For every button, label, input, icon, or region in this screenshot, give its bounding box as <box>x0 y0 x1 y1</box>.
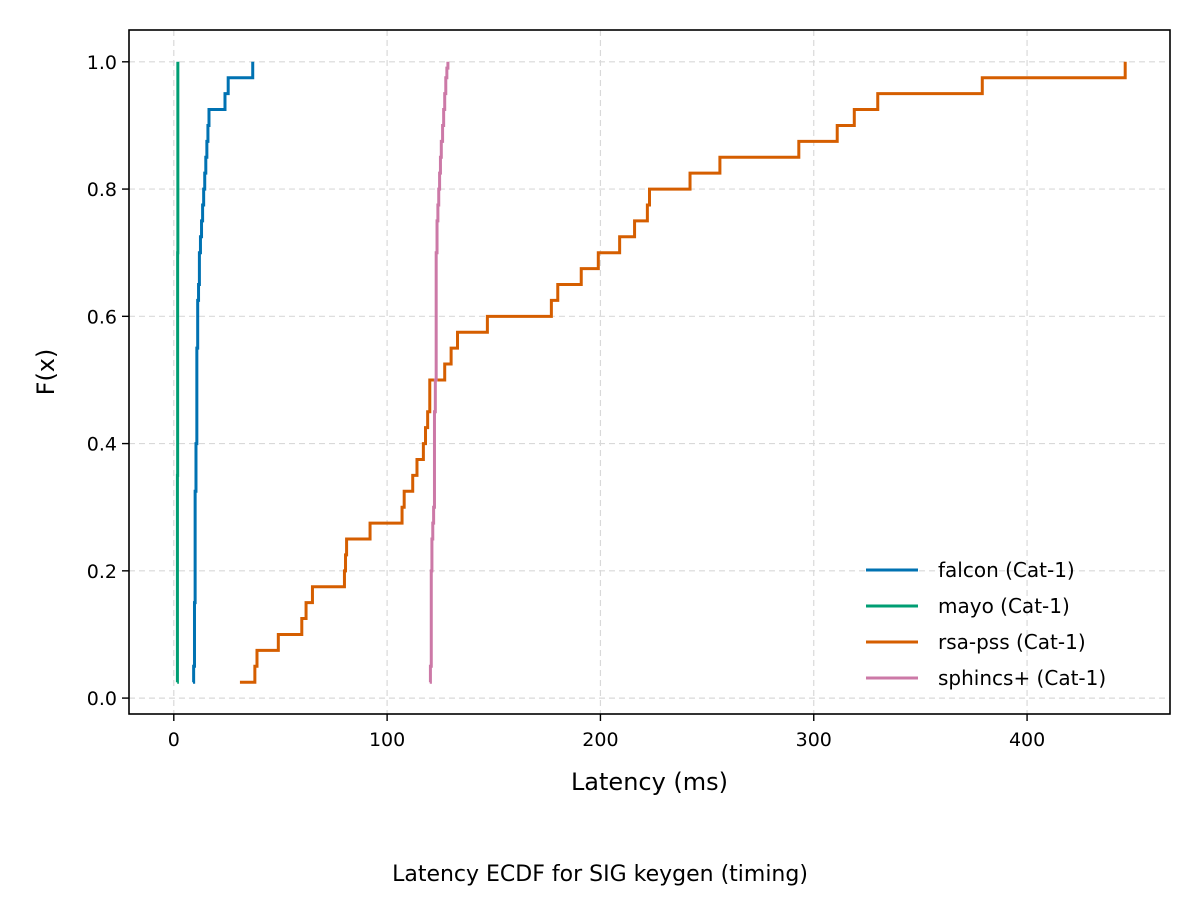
plot-frame <box>128 29 1171 715</box>
y-axis-label: F(x) <box>32 349 60 396</box>
y-tick-label: 1.0 <box>87 52 117 74</box>
legend-label-rsa-pss-cat-1: rsa-pss (Cat-1) <box>938 630 1086 654</box>
series-lines <box>175 61 1127 684</box>
y-tick-label: 0.8 <box>87 179 117 201</box>
series-line-falcon-cat-1 <box>192 61 255 684</box>
chart-title: Latency ECDF for SIG keygen (timing) <box>392 862 808 887</box>
x-tick-label: 0 <box>168 729 180 751</box>
y-tick-label: 0.0 <box>87 688 117 710</box>
y-tick-label: 0.4 <box>87 434 117 456</box>
x-axis-label: Latency (ms) <box>571 768 728 796</box>
legend-label-sphincs-cat-1: sphincs+ (Cat-1) <box>938 666 1106 690</box>
legend: falcon (Cat-1) mayo (Cat-1) rsa-pss (Cat-1… <box>866 558 1106 690</box>
grid <box>129 30 1170 714</box>
legend-label-falcon-cat-1: falcon (Cat-1) <box>938 558 1075 582</box>
series-line-rsa-pss-cat-1 <box>239 61 1127 684</box>
axis-ticks: 0 100 200 300 400 0.0 0.2 0.4 0.6 0.8 1.0 <box>87 52 1045 751</box>
series-line-sphincs-cat-1 <box>428 61 450 684</box>
y-tick-label: 0.6 <box>87 306 117 328</box>
x-tick-label: 200 <box>582 729 618 751</box>
series-line-mayo-cat-1 <box>175 61 180 684</box>
legend-label-mayo-cat-1: mayo (Cat-1) <box>938 594 1070 618</box>
x-tick-label: 400 <box>1009 729 1045 751</box>
y-tick-label: 0.2 <box>87 561 117 583</box>
x-tick-label: 100 <box>369 729 405 751</box>
x-tick-label: 300 <box>796 729 832 751</box>
